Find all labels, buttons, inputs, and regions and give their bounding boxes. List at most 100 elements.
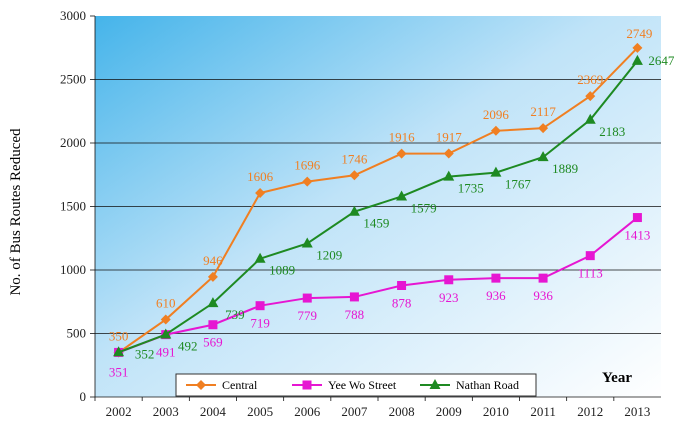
x-tick-label: 2009 bbox=[436, 404, 462, 419]
data-point-central bbox=[443, 148, 454, 159]
legend: Central Yee Wo Street Nathan Road bbox=[175, 373, 537, 397]
y-tick-label: 3000 bbox=[60, 8, 86, 23]
legend-swatch-marker bbox=[302, 380, 312, 390]
y-tick-label: 2500 bbox=[60, 72, 86, 87]
y-tick-label: 2000 bbox=[60, 135, 86, 150]
x-tick-label: 2003 bbox=[153, 404, 179, 419]
x-tick-label: 2012 bbox=[577, 404, 603, 419]
y-tick-label: 1500 bbox=[60, 199, 86, 214]
data-point-central bbox=[255, 188, 266, 199]
data-point-yee-wo-street bbox=[444, 275, 454, 285]
data-point-nathan-road bbox=[348, 205, 360, 216]
data-point-nathan-road bbox=[443, 170, 455, 181]
x-tick-label: 2008 bbox=[389, 404, 415, 419]
x-axis-label: Year bbox=[602, 370, 632, 386]
data-point-nathan-road bbox=[254, 252, 266, 263]
data-point-central bbox=[585, 91, 596, 102]
data-point-yee-wo-street bbox=[632, 213, 642, 223]
y-tick-label: 1000 bbox=[60, 262, 86, 277]
data-point-nathan-road bbox=[537, 151, 549, 162]
x-tick-label: 2013 bbox=[624, 404, 650, 419]
data-label-nathan-road: 492 bbox=[178, 339, 198, 354]
data-labels-group: 350 610 946 1606 1696 1746 1916 1917 2096 2117 236… bbox=[109, 26, 675, 380]
data-label-central: 2117 bbox=[530, 104, 556, 119]
data-point-central bbox=[349, 170, 360, 181]
y-axis-label: No. of Bus Routes Reduced bbox=[8, 128, 24, 296]
data-point-nathan-road bbox=[113, 346, 125, 357]
x-tick-label: 2006 bbox=[294, 404, 321, 419]
data-label-central: 1746 bbox=[341, 151, 368, 166]
data-label-central: 1917 bbox=[436, 130, 463, 145]
legend-item-central: Central bbox=[186, 378, 258, 392]
data-label-nathan-road: 1889 bbox=[552, 161, 578, 176]
data-point-nathan-road bbox=[207, 297, 219, 308]
data-label-yee-wo-street: 1113 bbox=[578, 266, 603, 281]
x-tick-label: 2002 bbox=[106, 404, 132, 419]
legend-swatch-marker bbox=[429, 379, 441, 389]
x-axis-ticks: 2002 2003 2004 2005 2006 2007 2008 2009 2010 2011… bbox=[94, 397, 650, 419]
data-point-yee-wo-street bbox=[302, 293, 312, 303]
data-label-nathan-road: 1089 bbox=[269, 263, 295, 278]
series-line-yee-wo-street bbox=[118, 216, 639, 354]
data-point-nathan-road bbox=[396, 190, 408, 201]
data-label-central: 1696 bbox=[294, 158, 321, 173]
data-label-nathan-road: 1459 bbox=[363, 216, 389, 231]
data-label-yee-wo-street: 788 bbox=[345, 307, 365, 322]
data-label-yee-wo-street: 936 bbox=[533, 288, 553, 303]
series-group bbox=[113, 42, 643, 358]
data-point-central bbox=[538, 123, 549, 134]
data-label-yee-wo-street: 878 bbox=[392, 295, 412, 310]
data-point-yee-wo-street bbox=[208, 320, 218, 330]
data-label-central: 2749 bbox=[626, 26, 652, 41]
legend-label: Nathan Road bbox=[456, 378, 519, 392]
data-label-central: 350 bbox=[109, 329, 129, 344]
series-line-central bbox=[118, 47, 639, 354]
data-label-nathan-road: 1579 bbox=[411, 200, 437, 215]
data-label-nathan-road: 352 bbox=[135, 346, 155, 361]
data-point-yee-wo-street bbox=[255, 301, 265, 311]
data-label-yee-wo-street: 936 bbox=[486, 288, 506, 303]
legend-item-yee-wo-street: Yee Wo Street bbox=[292, 378, 397, 392]
data-label-central: 2096 bbox=[483, 107, 510, 122]
data-point-yee-wo-street bbox=[538, 273, 548, 283]
data-label-central: 1606 bbox=[247, 169, 274, 184]
legend-box bbox=[175, 373, 537, 397]
data-point-central bbox=[302, 176, 313, 187]
data-point-yee-wo-street bbox=[349, 292, 359, 302]
data-point-yee-wo-street bbox=[585, 251, 595, 261]
data-point-yee-wo-street bbox=[491, 273, 501, 283]
data-point-central bbox=[632, 42, 643, 53]
data-label-yee-wo-street: 779 bbox=[298, 308, 318, 323]
data-point-nathan-road bbox=[160, 328, 172, 339]
data-label-central: 1916 bbox=[389, 130, 416, 145]
data-label-yee-wo-street: 923 bbox=[439, 290, 459, 305]
data-point-central bbox=[490, 125, 501, 136]
y-tick-label: 500 bbox=[67, 326, 87, 341]
data-label-yee-wo-street: 569 bbox=[203, 335, 223, 350]
legend-item-nathan-road: Nathan Road bbox=[420, 378, 519, 392]
data-label-nathan-road: 2183 bbox=[599, 124, 625, 139]
data-label-central: 2369 bbox=[577, 72, 603, 87]
data-label-nathan-road: 1735 bbox=[458, 181, 484, 196]
data-label-nathan-road: 739 bbox=[225, 307, 245, 322]
x-tick-label: 2004 bbox=[200, 404, 227, 419]
data-point-nathan-road bbox=[631, 54, 643, 65]
data-point-nathan-road bbox=[584, 113, 596, 124]
y-tick-label: 0 bbox=[80, 389, 87, 404]
series-line-nathan-road bbox=[118, 60, 639, 354]
data-point-central bbox=[160, 314, 171, 325]
data-point-nathan-road bbox=[301, 237, 313, 248]
data-label-yee-wo-street: 351 bbox=[109, 364, 129, 379]
data-label-central: 610 bbox=[156, 296, 176, 311]
legend-label: Central bbox=[222, 378, 258, 392]
data-point-central bbox=[207, 271, 218, 282]
data-label-nathan-road: 1209 bbox=[316, 247, 342, 262]
legend-swatch-marker bbox=[196, 380, 206, 390]
x-tick-label: 2011 bbox=[530, 404, 556, 419]
x-tick-label: 2010 bbox=[483, 404, 509, 419]
x-tick-label: 2007 bbox=[341, 404, 368, 419]
data-label-central: 946 bbox=[203, 253, 223, 268]
data-point-central bbox=[396, 148, 407, 159]
y-axis-ticks: 0 500 1000 1500 2000 2500 3000 bbox=[60, 8, 95, 404]
